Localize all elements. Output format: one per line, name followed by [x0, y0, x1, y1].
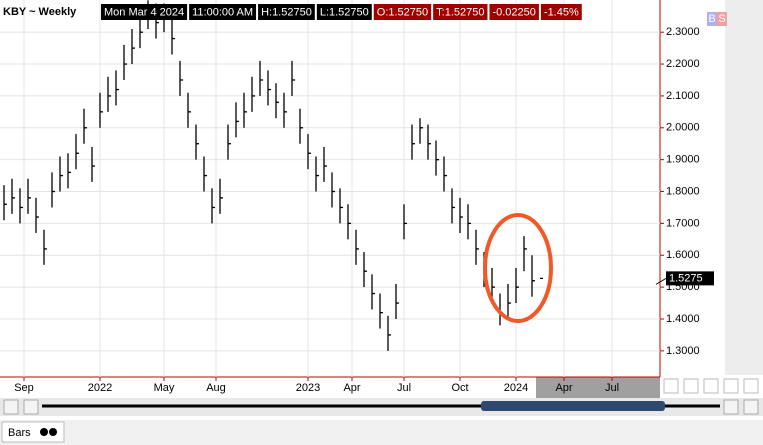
- chart-title: KBY ~ Weekly: [3, 6, 77, 18]
- y-tick-label: 1.7000: [666, 217, 700, 229]
- status-bar: [0, 420, 763, 445]
- info-box: [189, 4, 257, 20]
- last-price-pointer: [655, 277, 667, 285]
- info-text: Mon Mar 4 2024: [104, 6, 184, 18]
- y-tick-label: 1.8000: [666, 185, 700, 197]
- scroll-button[interactable]: [23, 399, 39, 415]
- tool-button[interactable]: [743, 378, 759, 394]
- x-tick-label: Oct: [451, 382, 468, 394]
- info-text: 11:00:00 AM: [192, 6, 253, 18]
- info-box: [316, 4, 372, 20]
- x-tick-label: Jul: [605, 382, 619, 394]
- mode-tab[interactable]: [1, 421, 65, 443]
- info-box: [489, 4, 539, 20]
- info-box: [540, 4, 582, 20]
- y-tick-label: 2.3000: [666, 26, 700, 38]
- tool-icons: [663, 378, 759, 394]
- header: Mon Mar 4 2024 11:00:00 AM H:1.52750 L:1.52…: [101, 4, 582, 20]
- x-tick-label: May: [154, 382, 175, 394]
- y-tick-label: 1.3000: [666, 345, 700, 357]
- last-price-label: 1.5275: [669, 272, 703, 284]
- scroll-thumb[interactable]: [481, 401, 665, 411]
- y-tick-label: 2.0000: [666, 122, 700, 134]
- y-tick-label: 2.2000: [666, 58, 700, 70]
- tool-button[interactable]: [663, 378, 679, 394]
- mode-icon: [40, 428, 48, 436]
- x-tick-label: 2023: [296, 382, 320, 394]
- x-tick-label: Aug: [206, 382, 226, 394]
- info-text: T:1.52750: [436, 6, 484, 18]
- highlight-ellipse: [483, 213, 553, 323]
- info-box: [373, 4, 432, 20]
- tool-button[interactable]: [703, 378, 719, 394]
- y-tick-label: 1.4000: [666, 313, 700, 325]
- scroll-button[interactable]: [723, 399, 739, 415]
- info-box: [433, 4, 488, 20]
- info-text: -0.02250: [492, 6, 535, 18]
- info-text: O:1.52750: [377, 6, 428, 18]
- info-box: [258, 4, 315, 20]
- tool-button[interactable]: [723, 378, 739, 394]
- x-tick-label: Jul: [397, 382, 411, 394]
- info-text: -1.45%: [544, 6, 579, 18]
- future-zone: [536, 377, 660, 398]
- right-panel: [725, 0, 763, 375]
- y-tick-label: 1.6000: [666, 249, 700, 261]
- scroll-button[interactable]: [743, 399, 759, 415]
- y-tick-label: 1.9000: [666, 154, 700, 166]
- x-tick-label: Apr: [555, 382, 572, 394]
- info-box: [101, 4, 188, 20]
- sell-label[interactable]: S: [718, 13, 725, 25]
- sell-button[interactable]: [717, 12, 727, 26]
- mode-icon: [49, 428, 57, 436]
- x-tick-label: 2024: [504, 382, 528, 394]
- y-tick-label: 2.1000: [666, 90, 700, 102]
- x-tick-label: 2022: [88, 382, 112, 394]
- info-text: H:1.52750: [261, 6, 312, 18]
- scroll-button[interactable]: [3, 399, 19, 415]
- buy-label[interactable]: B: [708, 13, 715, 25]
- last-price-box: [666, 271, 714, 286]
- buy-button[interactable]: [707, 12, 717, 26]
- x-tick-label: Sep: [14, 382, 34, 394]
- mode-label[interactable]: Bars: [8, 427, 31, 439]
- x-tick-label: Apr: [343, 382, 360, 394]
- info-text: L:1.52750: [320, 6, 369, 18]
- tool-button[interactable]: [683, 378, 699, 394]
